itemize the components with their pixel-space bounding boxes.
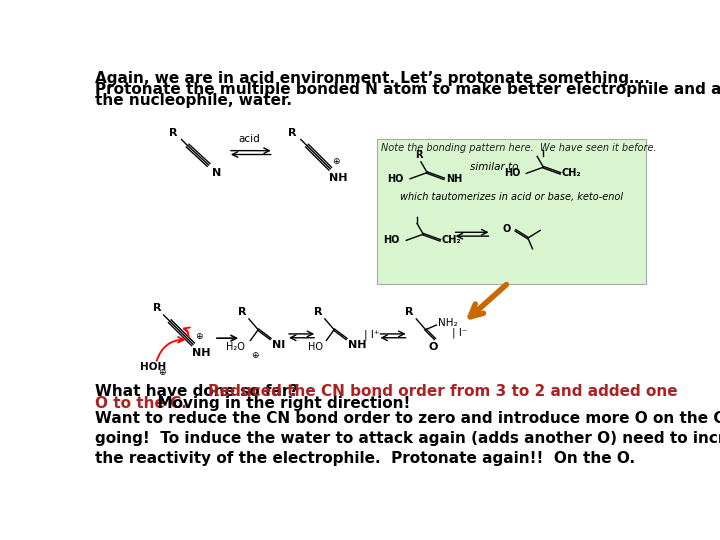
Text: | I⁺: | I⁺ bbox=[364, 329, 379, 340]
Text: NH: NH bbox=[446, 174, 462, 184]
Text: O: O bbox=[503, 224, 510, 234]
Text: Note the bonding pattern here.  We have seen it before.: Note the bonding pattern here. We have s… bbox=[381, 143, 656, 153]
FancyBboxPatch shape bbox=[377, 139, 647, 284]
Text: R: R bbox=[415, 150, 423, 160]
Text: R: R bbox=[238, 307, 246, 316]
Text: NH: NH bbox=[348, 340, 366, 350]
Text: which tautomerizes in acid or base, keto-enol: which tautomerizes in acid or base, keto… bbox=[400, 192, 624, 202]
Text: NI: NI bbox=[272, 340, 285, 350]
Text: CH₂: CH₂ bbox=[442, 235, 462, 245]
Text: ⊕: ⊕ bbox=[251, 352, 258, 360]
Text: HO: HO bbox=[387, 174, 404, 184]
Text: similar to: similar to bbox=[469, 162, 518, 172]
Text: NH₂: NH₂ bbox=[438, 318, 458, 328]
Text: ⊕: ⊕ bbox=[333, 157, 340, 166]
Text: Protonate the multiple bonded N atom to make better electrophile and attack with: Protonate the multiple bonded N atom to … bbox=[94, 82, 720, 97]
Text: | I⁻: | I⁻ bbox=[452, 327, 467, 338]
Text: Reduced the CN bond order from 3 to 2 and added one: Reduced the CN bond order from 3 to 2 an… bbox=[208, 384, 678, 400]
Text: HO: HO bbox=[308, 342, 323, 352]
Text: ⊕: ⊕ bbox=[195, 332, 203, 341]
Text: the nucleophile, water.: the nucleophile, water. bbox=[94, 92, 292, 107]
Text: R: R bbox=[289, 128, 297, 138]
Text: CH₂: CH₂ bbox=[562, 168, 582, 178]
Text: NH: NH bbox=[329, 173, 347, 183]
Text: R: R bbox=[169, 128, 178, 138]
Text: R: R bbox=[314, 307, 323, 316]
Text: H₂O: H₂O bbox=[226, 342, 245, 352]
Text: N: N bbox=[212, 168, 221, 178]
Text: ⊕: ⊕ bbox=[158, 368, 166, 377]
Text: Again, we are in acid environment. Let’s protonate something….: Again, we are in acid environment. Let’s… bbox=[94, 71, 649, 86]
Text: What have done so far?: What have done so far? bbox=[94, 384, 308, 400]
Text: O to the C.: O to the C. bbox=[94, 396, 186, 411]
Text: HO: HO bbox=[384, 235, 400, 245]
Text: HO: HO bbox=[504, 168, 520, 178]
Text: R: R bbox=[405, 307, 414, 316]
Text: HOH: HOH bbox=[140, 362, 166, 373]
Text: NH: NH bbox=[192, 348, 210, 358]
Text: Moving in the right direction!: Moving in the right direction! bbox=[147, 396, 410, 411]
Text: Want to reduce the CN bond order to zero and introduce more O on the C.  Keep
go: Want to reduce the CN bond order to zero… bbox=[94, 411, 720, 466]
Text: O: O bbox=[428, 342, 438, 352]
Text: R: R bbox=[153, 303, 161, 313]
Text: acid: acid bbox=[238, 134, 260, 144]
